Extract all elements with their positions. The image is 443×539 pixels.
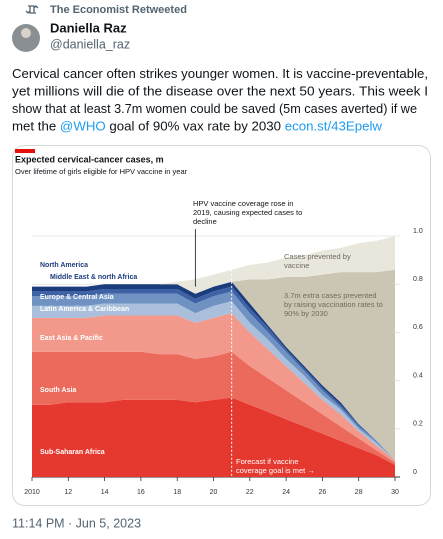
y-tick-label: 1.0 [413,228,423,235]
y-tick-label: 0.4 [413,372,423,379]
annotation: HPV vaccine coverage rose in 2019, causi… [193,199,303,226]
series-label: Latin America & Caribbean [40,306,129,313]
annotation-box: Forecast if vaccine coverage goal is met… [236,457,315,475]
area [32,351,395,465]
x-tick-label: 18 [173,489,181,496]
x-tick-label: 28 [355,489,363,496]
x-tick-label: 16 [137,489,145,496]
area [159,236,395,294]
x-tick-label: 22 [246,489,254,496]
series-label: Sub-Saharan Africa [40,449,105,456]
area [32,397,395,477]
y-tick-label: 0.8 [413,276,423,283]
annotation-box: HPV vaccine coverage rose in 2019, causi… [193,199,303,226]
retweet-label[interactable]: The Economist Retweeted [50,4,187,16]
series-label: Cases prevented by vaccine [284,252,351,270]
tweet-link[interactable]: econ.st/43Epelw [285,119,383,134]
y-tick-label: 0.2 [413,421,423,428]
tweet-line: show that at least 3.7m women could be s… [12,101,417,116]
x-tick-label: 12 [64,489,72,496]
tweet-line: yet millions will die of the disease ove… [12,84,428,99]
tweet-text: Cervical cancer often strikes younger wo… [12,66,428,81]
annotation: Forecast if vaccine coverage goal is met… [236,457,315,475]
x-tick-label: 24 [282,489,290,496]
tweet-text: goal of 90% vax rate by 2030 [106,119,285,134]
x-tick-label: 2010 [24,489,40,496]
tweet-link[interactable]: @WHO [60,119,106,134]
series-label: North America [40,262,88,269]
tweet-text: yet millions will die of the disease ove… [12,84,428,99]
series-label: Europe & Central Asia [40,294,114,301]
area [32,301,395,461]
avatar-face [21,28,31,38]
series-label: East Asia & Pacific [40,335,103,342]
x-tick-label: 30 [391,489,399,496]
author-name[interactable]: Daniella Raz [50,20,127,35]
area [32,313,395,463]
x-tick-label: 26 [319,489,327,496]
tweet-line: Cervical cancer often strikes younger wo… [12,66,428,81]
series-label: 3.7m extra cases prevented by raising va… [284,291,383,318]
tweet-text: show that at least 3.7m women could be s… [12,101,417,116]
series-label-box: Cases prevented by vaccine [284,252,351,270]
series-label: South Asia [40,387,76,394]
x-tick-label: 20 [210,489,218,496]
x-tick-label: 14 [101,489,109,496]
area [231,269,395,461]
economist-tab [15,149,35,153]
tweet-text: met the [12,119,60,134]
author-handle[interactable]: @daniella_raz [50,37,130,51]
retweet-icon [25,5,39,14]
chart-title: Expected cervical-cancer cases, m [15,154,164,164]
timestamp[interactable]: 11:14 PM · Jun 5, 2023 [12,516,141,530]
series-label: Middle East & north Africa [50,274,137,281]
tweet-line: met the @WHO goal of 90% vax rate by 203… [12,119,383,134]
y-tick-label: 0.6 [413,324,423,331]
series-label-box: 3.7m extra cases prevented by raising va… [284,291,383,318]
y-tick-label: 0 [413,469,417,476]
chart-subtitle: Over lifetime of girls eligible for HPV … [15,167,188,176]
